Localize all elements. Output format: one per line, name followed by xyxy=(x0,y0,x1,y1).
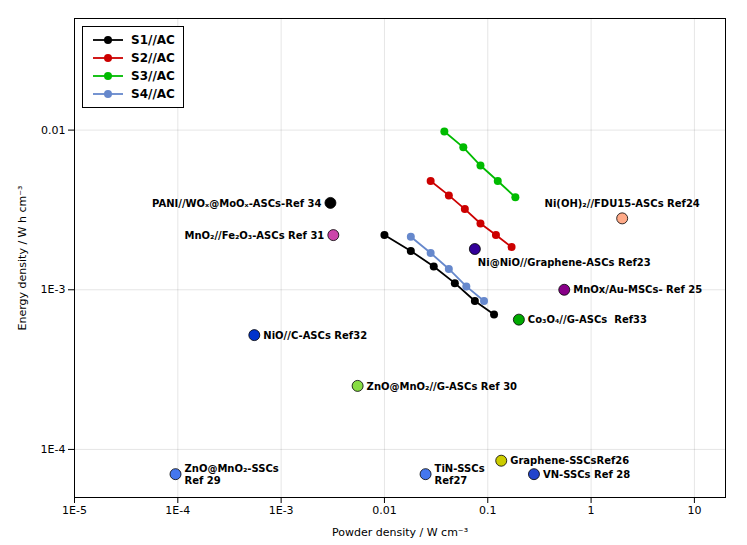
svg-text:Powder density / W cm⁻³: Powder density / W cm⁻³ xyxy=(332,526,468,539)
svg-text:10: 10 xyxy=(687,504,701,517)
svg-text:Energy density / W h cm⁻³: Energy density / W h cm⁻³ xyxy=(16,186,29,331)
svg-text:ZnO@MnO₂-SSCsRef 29: ZnO@MnO₂-SSCsRef 29 xyxy=(185,463,279,486)
svg-text:ZnO@MnO₂//G-ASCs Ref 30: ZnO@MnO₂//G-ASCs Ref 30 xyxy=(367,381,517,392)
html-text:S2//AC: S2//AC xyxy=(131,51,175,65)
svg-text:0.01: 0.01 xyxy=(372,504,397,517)
svg-text:VN-SSCs Ref 28: VN-SSCs Ref 28 xyxy=(543,469,630,480)
html-text:S4//AC: S4//AC xyxy=(131,87,175,101)
svg-text:PANI//WOₓ@MoOₓ-ASCs-Ref 34: PANI//WOₓ@MoOₓ-ASCs-Ref 34 xyxy=(152,198,321,209)
svg-text:1E-4: 1E-4 xyxy=(165,504,190,517)
svg-text:1E-3: 1E-3 xyxy=(269,504,294,517)
svg-text:1E-4: 1E-4 xyxy=(41,443,66,456)
svg-text:1: 1 xyxy=(588,504,595,517)
svg-text:1E-3: 1E-3 xyxy=(41,283,66,296)
svg-text:0.01: 0.01 xyxy=(41,124,66,137)
svg-text:Graphene-SSCsRef26: Graphene-SSCsRef26 xyxy=(510,455,629,466)
svg-text:0.1: 0.1 xyxy=(479,504,497,517)
svg-text:Ni@NiO//Graphene-ASCs Ref23: Ni@NiO//Graphene-ASCs Ref23 xyxy=(478,257,651,268)
svg-text:MnOx/Au-MSCs- Ref 25: MnOx/Au-MSCs- Ref 25 xyxy=(573,284,702,295)
svg-text:NiO//C-ASCs Ref32: NiO//C-ASCs Ref32 xyxy=(263,330,367,341)
svg-text:Ni(OH)₂//FDU15-ASCs Ref24: Ni(OH)₂//FDU15-ASCs Ref24 xyxy=(545,198,700,209)
svg-text:MnO₂//Fe₂O₃-ASCs Ref 31: MnO₂//Fe₂O₃-ASCs Ref 31 xyxy=(184,230,324,241)
svg-text:Co₃O₄//G-ASCs Ref33: Co₃O₄//G-ASCs Ref33 xyxy=(528,314,647,325)
html-text:S1//AC: S1//AC xyxy=(131,33,175,47)
svg-text:TiN-SSCsRef27: TiN-SSCsRef27 xyxy=(435,463,485,486)
svg-text:1E-5: 1E-5 xyxy=(62,504,87,517)
html-text:S3//AC: S3//AC xyxy=(131,69,175,83)
